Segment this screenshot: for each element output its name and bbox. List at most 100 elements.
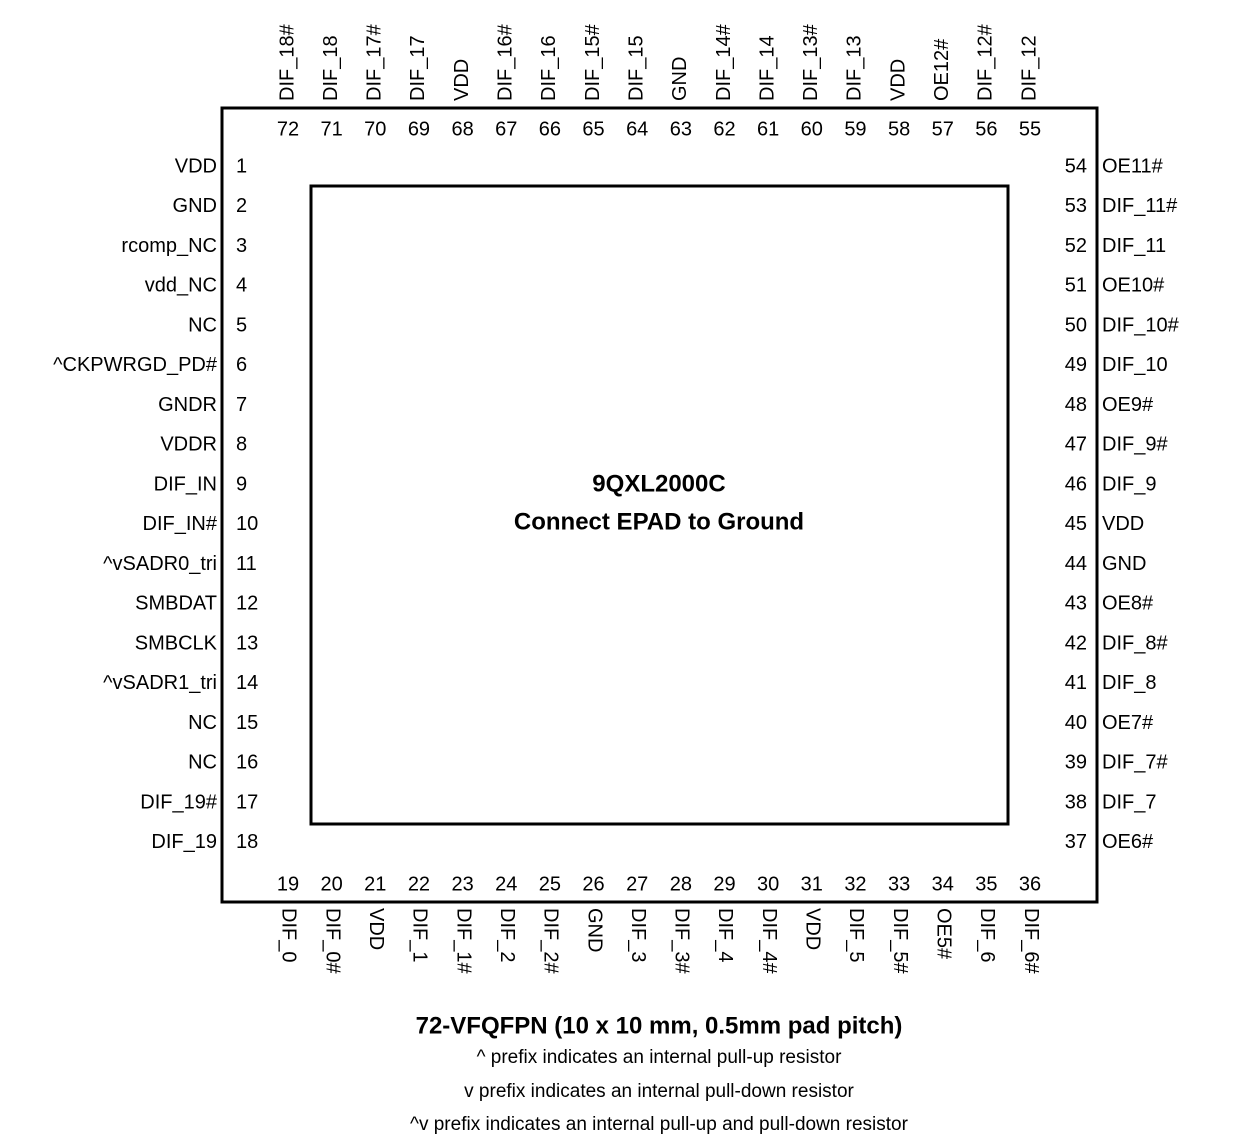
pin-name: rcomp_NC — [121, 235, 217, 257]
pin-number: 40 — [1065, 712, 1087, 734]
pin-number: 33 — [888, 873, 910, 895]
pin-name: DIF_9# — [1102, 434, 1168, 456]
pin-name: VDD — [175, 155, 217, 177]
epad-note: Connect EPAD to Ground — [514, 508, 804, 535]
pin-number: 48 — [1065, 394, 1087, 416]
pin-name: DIF_1 — [409, 908, 431, 962]
pin-name: DIF_6# — [1020, 908, 1042, 974]
package-outline — [220, 106, 1099, 904]
pin-name: vdd_NC — [145, 275, 217, 297]
pin-name: OE7# — [1102, 712, 1154, 734]
pin-number: 62 — [713, 118, 735, 140]
pin-name: OE6# — [1102, 831, 1154, 853]
pin-name: VDD — [451, 59, 473, 101]
pin-number: 3 — [236, 235, 247, 257]
pin-number: 51 — [1065, 275, 1087, 297]
pin-name: VDD — [802, 908, 824, 950]
pin-number: 71 — [321, 118, 343, 140]
pin-name: GNDR — [158, 394, 217, 416]
pin-number: 2 — [236, 195, 247, 217]
pin-name: VDDR — [160, 434, 217, 456]
pin-name: NC — [188, 752, 217, 774]
pin-number: 15 — [236, 712, 258, 734]
pin-number: 50 — [1065, 314, 1087, 336]
pin-name: DIF_11# — [1102, 195, 1178, 217]
pin-number: 31 — [801, 873, 823, 895]
pin-name: DIF_2# — [540, 908, 562, 974]
pin-number: 69 — [408, 118, 430, 140]
pin-name: DIF_7# — [1102, 752, 1168, 774]
pin-number: 34 — [932, 873, 954, 895]
pin-name: ^CKPWRGD_PD# — [53, 354, 218, 376]
pin-number: 58 — [888, 118, 910, 140]
pin-number: 38 — [1065, 791, 1087, 813]
pin-name: DIF_3# — [671, 908, 693, 974]
package-label: 72-VFQFPN (10 x 10 mm, 0.5mm pad pitch) — [416, 1012, 903, 1039]
pin-name: DIF_16# — [495, 23, 517, 101]
pin-name: GND — [1102, 553, 1146, 575]
pin-number: 27 — [626, 873, 648, 895]
pin-number: 67 — [495, 118, 517, 140]
pin-name: OE12# — [931, 38, 953, 101]
pin-number: 14 — [236, 672, 258, 694]
pin-name: DIF_19 — [151, 831, 217, 853]
footer-note: ^v prefix indicates an internal pull-up … — [410, 1114, 909, 1135]
pin-number: 4 — [236, 275, 247, 297]
pin-number: 55 — [1019, 118, 1041, 140]
pin-name: VDD — [887, 59, 909, 101]
pin-number: 41 — [1065, 672, 1087, 694]
pin-number: 36 — [1019, 873, 1041, 895]
pin-number: 64 — [626, 118, 648, 140]
pin-name: SMBDAT — [135, 593, 217, 615]
pin-number: 60 — [801, 118, 823, 140]
pin-number: 49 — [1065, 354, 1087, 376]
pin-name: DIF_14# — [713, 23, 735, 101]
pin-name: DIF_12 — [1018, 35, 1040, 101]
pin-name: DIF_8# — [1102, 632, 1168, 654]
pin-name: DIF_11 — [1102, 235, 1166, 257]
pin-name: NC — [188, 712, 217, 734]
pin-name: DIF_13# — [800, 23, 822, 101]
pin-name: NC — [188, 314, 217, 336]
pin-number: 45 — [1065, 513, 1087, 535]
pin-number: 25 — [539, 873, 561, 895]
pin-number: 70 — [364, 118, 386, 140]
pin-number: 18 — [236, 831, 258, 853]
pin-number: 72 — [277, 118, 299, 140]
pin-number: 1 — [236, 155, 247, 177]
pin-name: DIF_4# — [758, 908, 780, 974]
pin-number: 7 — [236, 394, 247, 416]
pin-name: DIF_19# — [140, 791, 218, 813]
epad-outline — [309, 184, 1010, 826]
pin-number: 53 — [1065, 195, 1087, 217]
pin-number: 17 — [236, 791, 258, 813]
pin-name: SMBCLK — [135, 632, 218, 654]
pin-name: DIF_17 — [407, 35, 429, 101]
pin-name: OE10# — [1102, 275, 1165, 297]
pin-number: 47 — [1065, 434, 1087, 456]
pin-name: DIF_15# — [582, 23, 604, 101]
pin-name: DIF_IN# — [143, 513, 218, 535]
pin-number: 37 — [1065, 831, 1087, 853]
pin-number: 30 — [757, 873, 779, 895]
pin-number: 28 — [670, 873, 692, 895]
pin-name: GND — [669, 57, 691, 101]
footer-note: ^ prefix indicates an internal pull-up r… — [477, 1047, 842, 1068]
pin-name: ^vSADR1_tri — [103, 672, 217, 694]
pin-number: 13 — [236, 632, 258, 654]
pin-name: DIF_1# — [452, 908, 474, 974]
pin-name: OE9# — [1102, 394, 1154, 416]
pin-number: 52 — [1065, 235, 1087, 257]
pin-name: DIF_17# — [364, 23, 386, 101]
pin-number: 20 — [321, 873, 343, 895]
pin-number: 11 — [236, 553, 257, 575]
pin-name: OE11# — [1102, 155, 1164, 177]
pin-name: DIF_18# — [276, 23, 298, 101]
pin-number: 68 — [451, 118, 473, 140]
pin-number: 46 — [1065, 473, 1087, 495]
pin-number: 9 — [236, 473, 247, 495]
pin-name: DIF_3 — [627, 908, 649, 962]
pin-number: 66 — [539, 118, 561, 140]
pin-number: 39 — [1065, 752, 1087, 774]
